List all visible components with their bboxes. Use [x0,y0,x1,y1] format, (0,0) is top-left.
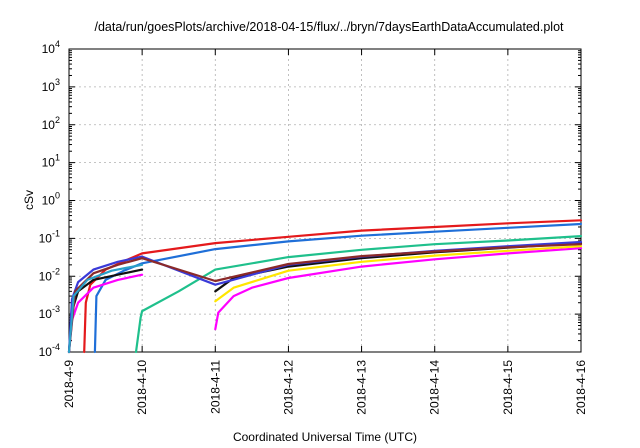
x-tick-label: 2018-4-14 [428,360,442,415]
series-line-7 [214,247,583,331]
y-tick-label: 10-1 [39,228,60,245]
series-line-2 [93,222,583,354]
series-lines [67,219,583,354]
y-axis-label: cSv [22,190,36,210]
y-tick-label: 104 [42,39,60,56]
x-tick-label: 2018-4-11 [208,360,222,414]
series-line-8 [214,245,583,303]
series-line-3 [134,235,583,354]
x-tick-label: 2018-4-15 [501,360,515,415]
series-line-10 [67,243,583,354]
y-tick-label: 100 [42,191,60,208]
x-tick-label: 2018-4-13 [355,360,369,415]
series-line-11 [67,263,144,354]
x-axis-label: Coordinated Universal Time (UTC) [233,430,417,444]
y-tick-label: 103 [42,77,60,94]
y-tick-label: 10-2 [39,266,60,283]
x-tick-label: 2018-4-16 [574,360,588,415]
y-tick-label: 10-3 [39,304,60,321]
x-tick-labels: 2018-4-9 2018-4-10 2018-4-11 2018-4-12 2018-… [62,360,588,415]
y-tick-label: 10-4 [39,342,60,359]
y-tick-label: 102 [42,115,60,132]
y-tick-label: 101 [42,153,60,170]
grid-lines [69,49,581,352]
x-tick-label: 2018-4-9 [62,360,76,408]
x-tick-label: 2018-4-12 [281,360,295,415]
series-line-1 [83,219,583,354]
y-tick-labels: 10-4 10-3 10-2 10-1 100 101 102 103 104 [39,39,60,359]
x-tick-label: 2018-4-10 [135,360,149,415]
chart-title: /data/run/goesPlots/archive/2018-04-15/f… [94,20,564,34]
